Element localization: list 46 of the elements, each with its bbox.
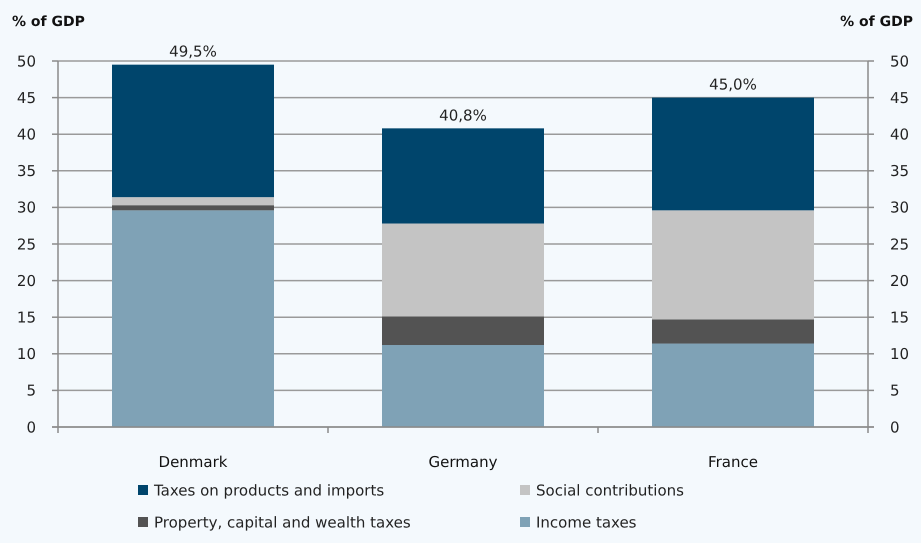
bar: [112, 205, 274, 210]
bar: [382, 128, 544, 224]
bar: [652, 319, 814, 344]
y2-tick-label: 25: [890, 235, 910, 254]
x-tick-label: Germany: [428, 453, 498, 471]
total-label: 45,0%: [709, 76, 757, 94]
bar: [112, 197, 274, 206]
y-tick-label: 30: [16, 198, 36, 217]
y-tick-label: 25: [16, 235, 36, 254]
y2-tick-label: 40: [890, 125, 910, 144]
y2-tick-label: 0: [890, 418, 900, 436]
x-tick-label: Denmark: [158, 453, 228, 471]
y2-tick-label: 5: [890, 382, 900, 400]
bar: [652, 210, 814, 320]
y-tick-label: 10: [16, 345, 36, 364]
y-tick-label: 45: [16, 88, 36, 107]
y2-tick-label: 20: [890, 272, 910, 290]
total-label: 49,5%: [169, 42, 217, 61]
y2-tick-label: 10: [890, 345, 910, 364]
y2-tick-label: 35: [890, 162, 910, 180]
bar: [652, 98, 814, 210]
y-tick-label: 50: [16, 52, 36, 70]
bar: [382, 316, 544, 346]
bar: [652, 344, 814, 427]
bar: [382, 224, 544, 316]
y-tick-label: 0: [26, 418, 36, 436]
bar: [382, 345, 544, 427]
x-tick-label: France: [708, 453, 758, 471]
total-label: 40,8%: [439, 106, 487, 124]
y-tick-label: 15: [16, 308, 36, 326]
bar: [112, 210, 274, 427]
legend-label: Social contributions: [536, 481, 684, 500]
y-tick-label: 35: [16, 162, 36, 180]
y-tick-label: 20: [16, 272, 36, 290]
y2-tick-label: 15: [890, 308, 910, 326]
y2-tick-label: 30: [890, 198, 910, 217]
legend-label: Property, capital and wealth taxes: [154, 513, 411, 532]
legend-label: Taxes on products and imports: [153, 481, 384, 500]
y2-tick-label: 50: [890, 52, 910, 70]
legend-label: Income taxes: [536, 513, 637, 532]
y-tick-label: 40: [16, 125, 36, 144]
y2-axis-title: % of GDP: [840, 14, 913, 30]
y2-tick-label: 45: [890, 88, 910, 107]
y-tick-label: 5: [26, 382, 36, 400]
y-axis-title: % of GDP: [12, 14, 85, 30]
bar: [112, 64, 274, 198]
